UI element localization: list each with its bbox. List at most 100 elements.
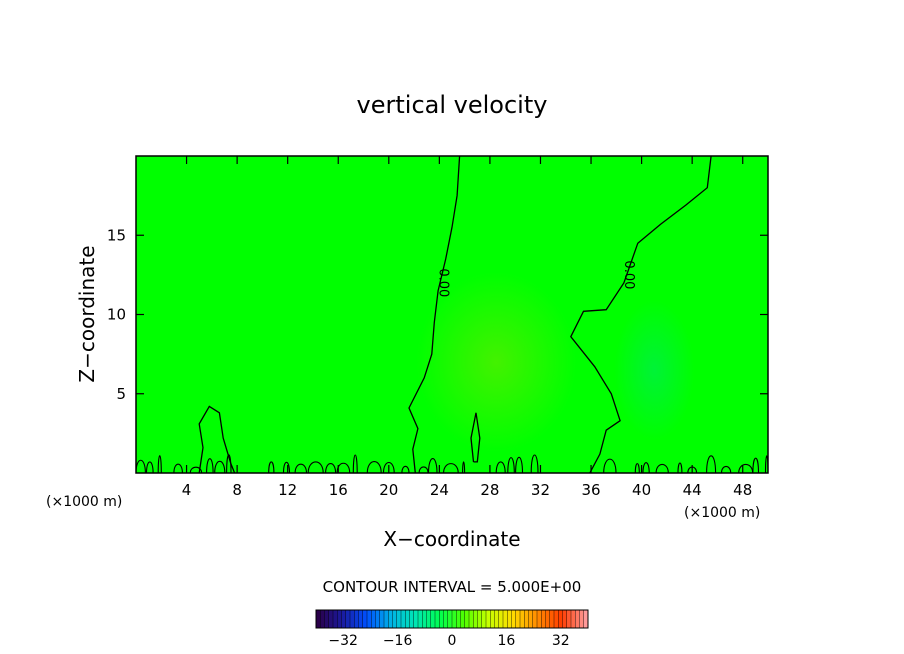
ground-contour [157,455,162,473]
colorbar-cell [549,609,555,629]
colorbar-cell [439,609,445,629]
x-tick-label: 16 [329,481,348,499]
y-axis-label: Z−coordinate [75,245,99,382]
colorbar-cell [477,609,483,629]
ground-contour [634,463,640,473]
ground-contour [427,457,438,473]
ground-contour [507,457,515,473]
colorbar-cell [409,609,415,629]
y-axis-ticks: 5 10 15 [107,226,768,403]
colorbar-cell [396,609,402,629]
colorbar-cell [392,609,398,629]
colorbar-frame [315,609,589,629]
x-tick-label: 8 [232,481,242,499]
ground-contour [173,463,183,473]
x-tick-label: 12 [278,481,297,499]
colorbar-cell [541,609,547,629]
colorbar-cell [558,609,564,629]
colorbar-cell [553,609,559,629]
contour-interval-text: CONTOUR INTERVAL = 5.000E+00 [323,578,582,596]
ground-contour [720,465,732,473]
ground-contour [530,454,539,473]
colorbar-tick-label: 0 [448,633,457,649]
x-tick-label: 44 [683,481,702,499]
ground-contour [677,462,683,473]
colorbar-cell [570,609,576,629]
colorbar-cell [426,609,432,629]
chart-title: vertical velocity [357,91,548,119]
colorbar-cell [575,609,581,629]
colorbar-cell [417,609,423,629]
colorbar-cell [332,609,338,629]
x-tick-label: 4 [182,481,192,499]
colorbar-cell [511,609,517,629]
ground-contour [401,465,410,473]
colorbar: −32 −16 0 16 32 [315,609,589,649]
colorbar-cell [460,609,466,629]
ground-contour [145,461,154,473]
colorbar-tick-label: −16 [383,633,413,649]
x-tick-label: 28 [480,481,499,499]
colorbar-cell [515,609,521,629]
colorbar-cell [485,609,491,629]
y-tick-label: 10 [107,306,126,324]
ground-contour [642,462,650,473]
colorbar-cell [481,609,487,629]
ground-contour [307,461,324,473]
contour-label: 0.00 [621,260,636,289]
contour-lines [136,156,768,473]
colorbar-cell [383,609,389,629]
colorbar-cell [358,609,364,629]
colorbar-cell [405,609,411,629]
ground-contour [352,454,358,473]
ground-contour [294,463,308,473]
contour-labels: 0.00 0.00 [435,260,636,297]
colorbar-cell [341,609,347,629]
colorbar-cell [434,609,440,629]
contour-label: 0.00 [435,268,450,297]
colorbar-cell [451,609,457,629]
x-tick-label: 40 [632,481,651,499]
x-tick-label: 20 [379,481,398,499]
colorbar-cell [371,609,377,629]
colorbar-cell [400,609,406,629]
ground-contour [515,456,524,473]
colorbar-cell [337,609,343,629]
contour-positive-core [470,412,481,463]
ground-contour [214,460,226,473]
colorbar-cell [345,609,351,629]
x-axis-unit: (×1000 m) [684,505,760,521]
colorbar-cell [464,609,470,629]
colorbar-cell [375,609,381,629]
ground-contour [382,461,395,473]
colorbar-cell [524,609,530,629]
y-tick-label: 5 [116,385,126,403]
colorbar-cell [532,609,538,629]
contour-zero-right [570,156,712,473]
shade-updraft [416,272,577,453]
colorbar-cell [320,609,326,629]
colorbar-tick-label: 16 [497,633,515,649]
ground-contour [462,461,466,473]
colorbar-cell [328,609,334,629]
colorbar-cell [413,609,419,629]
ground-contour [738,463,754,473]
colorbar-cell [519,609,525,629]
shade-downdraft [614,299,695,440]
ground-contour [189,466,203,473]
colorbar-cell [422,609,428,629]
colorbar-tick-label: −32 [328,633,358,649]
ground-contour [366,460,382,473]
colorbar-cell [315,609,321,629]
ground-contour [603,458,617,473]
colorbar-cell [498,609,504,629]
colorbar-cell [490,609,496,629]
ground-contour [268,461,275,473]
colorbar-cell [430,609,436,629]
colorbar-cell [507,609,513,629]
contour-left-bubble [198,405,236,473]
ground-contour [706,455,717,473]
field-shading [416,272,695,453]
